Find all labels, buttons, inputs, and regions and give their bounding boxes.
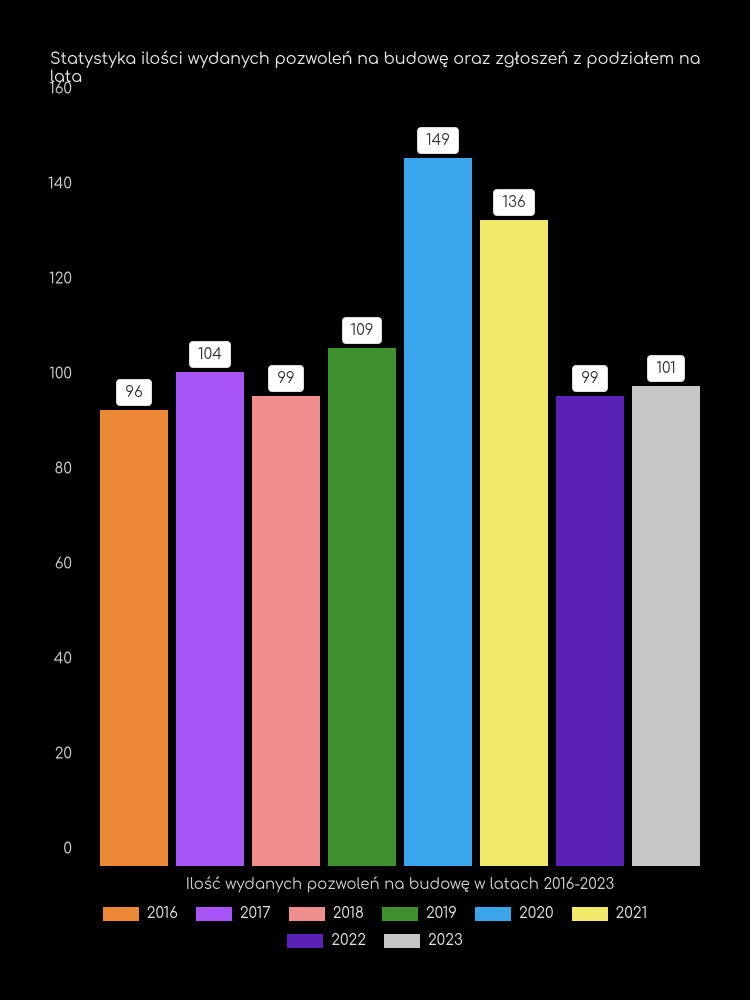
y-tick: 160 — [49, 81, 72, 98]
chart-title: Statystyka ilości wydanych pozwoleń na b… — [50, 50, 710, 86]
bar-group: 104 — [175, 106, 245, 866]
legend-swatch — [475, 907, 511, 921]
y-tick: 80 — [55, 461, 72, 478]
bar-group: 99 — [251, 106, 321, 866]
y-axis: 020406080100120140160 — [40, 106, 90, 866]
legend-item: 2018 — [289, 905, 364, 922]
legend-item: 2019 — [382, 905, 457, 922]
y-tick: 0 — [63, 841, 72, 858]
legend-swatch — [384, 934, 420, 948]
y-tick: 60 — [55, 556, 72, 573]
legend-label: 2016 — [147, 905, 178, 922]
legend-label: 2020 — [519, 905, 554, 922]
bar-group: 136 — [479, 106, 549, 866]
legend-swatch — [287, 934, 323, 948]
legend-swatch — [196, 907, 232, 921]
bar — [404, 158, 472, 866]
legend-item: 2020 — [475, 905, 554, 922]
legend-label: 2022 — [331, 932, 366, 949]
legend-swatch — [103, 907, 139, 921]
bar — [252, 396, 320, 866]
bar-group: 96 — [99, 106, 169, 866]
legend-item: 2023 — [384, 932, 463, 949]
bar-group: 101 — [631, 106, 701, 866]
bar — [328, 348, 396, 866]
legend-swatch — [289, 907, 325, 921]
bar-group: 109 — [327, 106, 397, 866]
bar — [632, 386, 700, 866]
y-tick: 20 — [55, 746, 72, 763]
x-axis-label: Ilość wydanych pozwoleń na budowę w lata… — [90, 876, 710, 893]
bar-value-label: 101 — [647, 355, 684, 382]
bar — [176, 372, 244, 866]
y-tick: 100 — [49, 366, 72, 383]
legend: 2016 2017 2018 2019 2020 2021 2022 2023 — [40, 905, 710, 949]
bar — [556, 396, 624, 866]
legend-swatch — [382, 907, 418, 921]
bar-value-label: 109 — [342, 317, 383, 344]
legend-item: 2016 — [103, 905, 178, 922]
bar — [100, 410, 168, 866]
legend-label: 2019 — [426, 905, 457, 922]
legend-item: 2021 — [572, 905, 648, 922]
legend-item: 2017 — [196, 905, 271, 922]
chart-container: Statystyka ilości wydanych pozwoleń na b… — [0, 0, 750, 1000]
bar-value-label: 99 — [572, 365, 607, 392]
bar-value-label: 96 — [116, 379, 151, 406]
bar-group: 149 — [403, 106, 473, 866]
y-tick: 140 — [48, 176, 72, 193]
chart-wrapper: 020406080100120140160 961049910914913699… — [40, 106, 710, 866]
legend-swatch — [572, 907, 608, 921]
bar — [480, 220, 548, 866]
bar-value-label: 104 — [189, 341, 231, 368]
legend-label: 2017 — [240, 905, 271, 922]
legend-label: 2018 — [333, 905, 364, 922]
bar-value-label: 99 — [268, 365, 303, 392]
bar-value-label: 136 — [493, 189, 534, 216]
bar-value-label: 149 — [417, 127, 459, 154]
legend-label: 2021 — [616, 905, 648, 922]
legend-label: 2023 — [428, 932, 463, 949]
y-tick: 40 — [54, 651, 72, 668]
plot-area: 96 104 99 109 149 136 99 101 — [90, 106, 710, 866]
bar-group: 99 — [555, 106, 625, 866]
legend-item: 2022 — [287, 932, 366, 949]
y-tick: 120 — [49, 271, 72, 288]
